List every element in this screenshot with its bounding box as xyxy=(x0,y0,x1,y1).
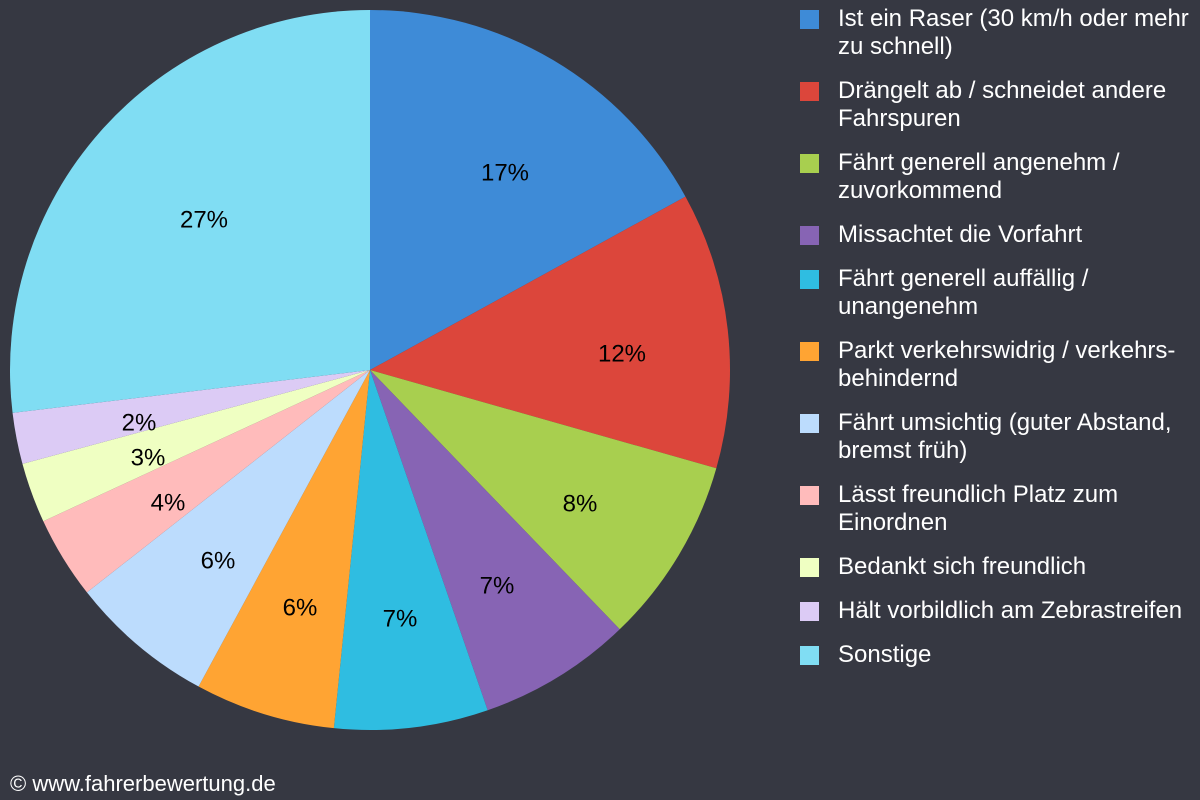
slice-value-label: 6% xyxy=(201,547,236,574)
slice-value-label: 17% xyxy=(481,159,529,186)
legend-swatch xyxy=(800,154,819,173)
legend-label: Hält vorbildlich am Zebrastreifen xyxy=(838,597,1183,624)
legend-swatch xyxy=(800,10,819,29)
legend-item-parkt: Parkt verkehrswidrig / verkehrs-behinder… xyxy=(800,337,1195,393)
slice-value-label: 7% xyxy=(480,572,515,599)
chart-legend: Ist ein Raser (30 km/h oder mehr zu schn… xyxy=(800,5,1195,685)
legend-label: Ist ein Raser (30 km/h oder mehr zu schn… xyxy=(838,5,1189,60)
legend-label: Fährt umsichtig (guter Abstand, bremst f… xyxy=(838,409,1172,464)
pie-slice-labels: 17% 12% 8% 7% 7% 6% 6% 4% 3% 2% 27% xyxy=(122,159,646,632)
pie-slice xyxy=(12,370,371,464)
legend-label: Drängelt ab / schneidet andere Fahrspure… xyxy=(838,77,1167,132)
pie-slice xyxy=(370,370,717,630)
pie-slice xyxy=(43,370,371,593)
slice-value-label: 3% xyxy=(131,444,166,471)
legend-item-sonstige: Sonstige xyxy=(800,641,1195,669)
slice-value-label: 12% xyxy=(598,340,646,367)
pie-slice xyxy=(86,370,371,687)
slice-value-label: 8% xyxy=(563,490,598,517)
pie-slice xyxy=(333,370,488,730)
pie-slice xyxy=(370,370,620,711)
legend-swatch xyxy=(800,414,819,433)
legend-item-einordnen: Lässt freundlich Platz zum Einordnen xyxy=(800,481,1195,537)
legend-item-zebrastreifen: Hält vorbildlich am Zebrastreifen xyxy=(800,597,1195,625)
legend-swatch xyxy=(800,486,819,505)
slice-value-label: 2% xyxy=(122,409,157,436)
slice-value-label: 7% xyxy=(383,605,418,632)
slice-value-label: 27% xyxy=(180,206,228,233)
legend-swatch xyxy=(800,82,819,101)
legend-label: Sonstige xyxy=(838,641,932,668)
pie-slice xyxy=(370,196,730,469)
pie-slice xyxy=(22,370,370,522)
pie-chart: 17% 12% 8% 7% 7% 6% 6% 4% 3% 2% 27% xyxy=(9,10,730,730)
slice-value-label: 6% xyxy=(283,594,318,621)
slice-value-label: 4% xyxy=(151,489,186,516)
pie-slices xyxy=(9,10,730,730)
legend-swatch xyxy=(800,646,819,665)
legend-swatch xyxy=(800,342,819,361)
legend-swatch xyxy=(800,226,819,245)
legend-label: Bedankt sich freundlich xyxy=(838,553,1087,580)
pie-slice xyxy=(9,10,370,413)
legend-item-draengelt: Drängelt ab / schneidet andere Fahrspure… xyxy=(800,77,1195,133)
legend-label: Lässt freundlich Platz zum Einordnen xyxy=(838,481,1119,536)
legend-label: Fährt generell angenehm / zuvorkommend xyxy=(838,149,1120,204)
legend-swatch xyxy=(800,602,819,621)
legend-item-bedankt: Bedankt sich freundlich xyxy=(800,553,1195,581)
legend-item-auffaellig: Fährt generell auffällig / unangenehm xyxy=(800,265,1195,321)
legend-label: Missachtet die Vorfahrt xyxy=(838,221,1083,248)
legend-item-angenehm: Fährt generell angenehm / zuvorkommend xyxy=(800,149,1195,205)
legend-item-umsichtig: Fährt umsichtig (guter Abstand, bremst f… xyxy=(800,409,1195,465)
legend-item-vorfahrt: Missachtet die Vorfahrt xyxy=(800,221,1195,249)
legend-swatch xyxy=(800,270,819,289)
copyright-footer: © www.fahrerbewertung.de xyxy=(10,771,276,796)
legend-label: Parkt verkehrswidrig / verkehrs-behinder… xyxy=(838,337,1176,392)
pie-slice xyxy=(370,10,686,370)
legend-label: Fährt generell auffällig / unangenehm xyxy=(838,265,1089,320)
pie-slice xyxy=(198,370,370,729)
legend-item-raser: Ist ein Raser (30 km/h oder mehr zu schn… xyxy=(800,5,1195,61)
legend-swatch xyxy=(800,558,819,577)
